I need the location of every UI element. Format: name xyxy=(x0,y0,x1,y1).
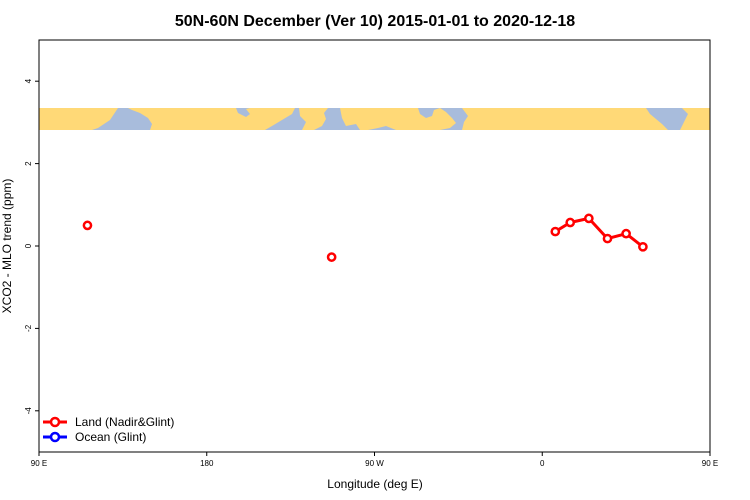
x-tick-label: 0 xyxy=(540,459,545,468)
x-tick-label: 180 xyxy=(200,459,214,468)
series-0-point xyxy=(565,217,576,228)
x-axis-label: Longitude (deg E) xyxy=(327,477,422,491)
legend-ocean-marker xyxy=(49,431,61,443)
series-0-point xyxy=(602,233,613,244)
map-strip xyxy=(39,108,710,130)
series-0-point xyxy=(550,226,561,237)
x-tick-label: 90 E xyxy=(702,459,718,468)
series-0-point xyxy=(326,252,337,262)
y-tick-label: -4 xyxy=(24,407,33,415)
legend-land-marker xyxy=(49,416,61,428)
series-0-point xyxy=(82,220,93,231)
y-tick-label: -2 xyxy=(24,324,33,332)
legend-land-label: Land (Nadir&Glint) xyxy=(75,415,174,429)
plot-frame xyxy=(38,39,711,453)
y-axis-label: XCO2 - MLO trend (ppm) xyxy=(0,179,14,314)
chart-title: 50N-60N December (Ver 10) 2015-01-01 to … xyxy=(175,13,575,30)
series-0-point xyxy=(621,228,631,239)
y-tick-label: 2 xyxy=(24,161,33,166)
x-tick-label: 90 W xyxy=(365,459,384,468)
y-axis: 4 2 0 -2 -4 xyxy=(24,78,39,414)
y-tick-label: 0 xyxy=(24,243,33,248)
map-land-mass xyxy=(39,108,710,130)
legend-ocean-label: Ocean (Glint) xyxy=(75,430,146,444)
series-0-point xyxy=(638,241,648,252)
legend: Land (Nadir&Glint) Ocean (Glint) xyxy=(43,415,174,444)
x-tick-label: 90 E xyxy=(31,459,47,468)
series-points xyxy=(82,213,648,262)
x-axis: 90 E 180 90 W 0 90 E xyxy=(31,452,718,468)
series-0-point xyxy=(583,213,594,224)
y-tick-label: 4 xyxy=(24,78,33,83)
